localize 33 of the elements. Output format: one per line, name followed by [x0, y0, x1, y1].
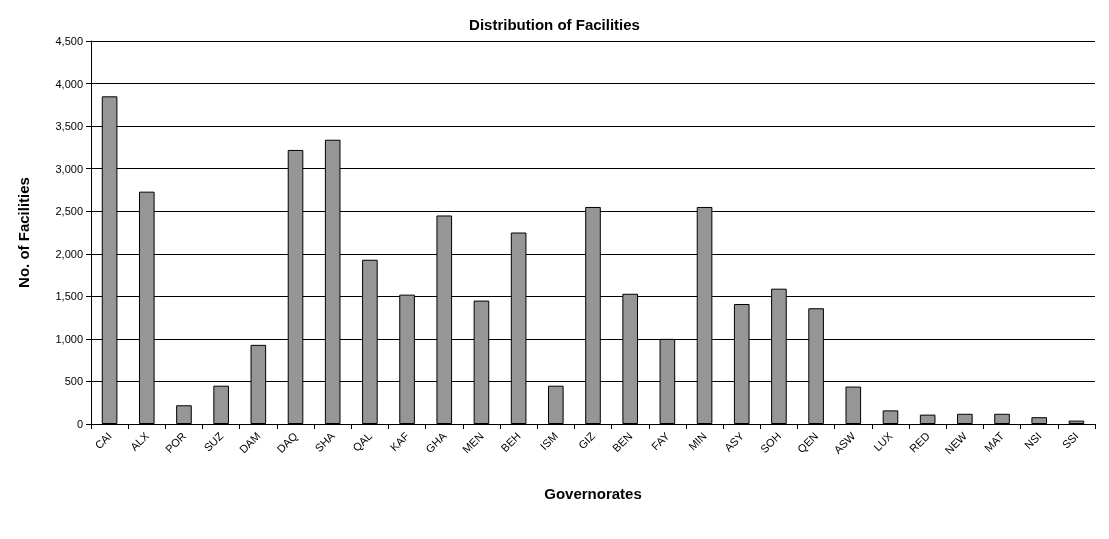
bar [213, 385, 229, 424]
x-axis-title: Governorates [544, 485, 642, 502]
bar [176, 405, 192, 424]
y-tick-label: 0 [76, 418, 83, 430]
x-tick-label: NSI [1022, 429, 1044, 452]
y-tick-label: 4,500 [55, 35, 83, 47]
bar [957, 413, 973, 424]
x-tick-label: ISM [537, 429, 561, 453]
x-tick-label: SSI [1059, 429, 1081, 451]
x-tick-label: CAI [92, 429, 114, 452]
x-tick-label: GHA [423, 429, 449, 456]
x-tick-label: QAL [350, 429, 375, 454]
bar [1031, 417, 1048, 424]
bar [919, 414, 936, 424]
y-tick-label: 1,000 [55, 332, 83, 345]
y-tick-label: 4,000 [55, 77, 83, 90]
bar [882, 410, 899, 424]
y-axis-title: No. of Facilities [15, 177, 32, 288]
bar [845, 386, 862, 424]
x-tick-label: SHA [312, 429, 338, 455]
y-tick-label: 1,500 [55, 290, 83, 303]
y-tick-label: 2,000 [55, 247, 83, 260]
bar [548, 385, 564, 424]
bar [994, 413, 1010, 424]
y-tick-label: 2,500 [55, 205, 83, 218]
y-tick-label: 500 [64, 375, 83, 388]
chart-title: Distribution of Facilities [469, 16, 640, 33]
bar [1068, 420, 1085, 424]
y-tick-label: 3,500 [55, 120, 83, 133]
x-tick-label: FAY [649, 429, 673, 453]
y-tick-label: 3,000 [55, 162, 83, 175]
x-tick-label: MIN [686, 429, 709, 453]
x-tick-label: GIZ [575, 429, 598, 452]
